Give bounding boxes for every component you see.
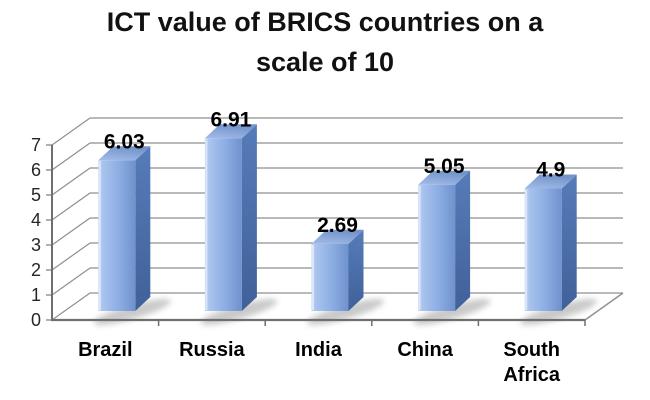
sidewall-gridline <box>51 217 91 246</box>
chart-title-line-2: scale of 10 <box>255 47 395 77</box>
y-axis-label: 6 <box>31 160 41 180</box>
y-axis-label: 2 <box>31 260 41 280</box>
y-axis-label: 5 <box>31 185 41 205</box>
value-label-south-africa: 4.9 <box>536 159 565 182</box>
bar-front-face <box>98 160 136 311</box>
category-label-india: India <box>295 339 343 361</box>
bar-side-face <box>455 170 471 311</box>
bar-top-face <box>418 170 471 185</box>
bar-shadow-brazil <box>93 299 171 325</box>
y-axis-label: 4 <box>31 210 41 230</box>
value-label-india: 2.69 <box>317 214 358 237</box>
bar-front-face <box>524 188 562 311</box>
bar-side-face <box>561 174 577 311</box>
bar-front-face <box>204 138 242 311</box>
chart-title: ICT value of BRICS countries on a scale … <box>0 2 650 82</box>
bar-brazil <box>98 146 151 311</box>
value-label-russia: 6.91 <box>210 108 251 131</box>
category-label-russia: Russia <box>179 339 245 361</box>
sidewall-gridline <box>51 267 91 296</box>
value-label-china: 5.05 <box>424 155 465 178</box>
bar-top-face <box>311 229 364 244</box>
bar-shadow-india <box>307 299 384 325</box>
category-label-south-africa: South <box>503 339 560 361</box>
sidewall-gridline <box>51 142 91 171</box>
bar-china <box>418 170 471 311</box>
bar-shadow-china <box>413 299 491 325</box>
sidewall-gridline <box>51 117 91 146</box>
category-label-brazil: Brazil <box>78 339 132 361</box>
category-label-south-africa: Africa <box>503 364 561 386</box>
bar-top-face <box>204 124 257 139</box>
value-label-brazil: 6.03 <box>104 130 145 153</box>
sidewall-gridline <box>51 167 91 196</box>
y-axis-label: 1 <box>31 285 41 305</box>
floor-right-edge <box>584 292 624 321</box>
bar-top-face <box>98 146 151 161</box>
bar-russia <box>204 124 257 311</box>
bar-side-face <box>348 229 364 311</box>
sidewall-gridline <box>51 292 91 321</box>
bar-shadow-south-africa <box>520 299 598 325</box>
y-axis-label: 0 <box>31 310 41 330</box>
bar-side-face <box>135 146 151 311</box>
y-axis-label: 3 <box>31 235 41 255</box>
bar-shadow-russia <box>200 299 278 325</box>
bar-side-face <box>241 124 257 311</box>
sidewall-gridline <box>51 192 91 221</box>
y-axis-label: 7 <box>31 135 41 155</box>
category-label-china: China <box>397 339 453 361</box>
chart-title-line-1: ICT value of BRICS countries on a <box>106 7 544 37</box>
sidewall-gridline <box>51 242 91 271</box>
bar-front-face <box>311 243 349 311</box>
bar-top-face <box>524 174 577 189</box>
bar-india <box>311 229 364 311</box>
bar-south-africa <box>524 174 577 311</box>
bar-front-face <box>418 184 456 311</box>
